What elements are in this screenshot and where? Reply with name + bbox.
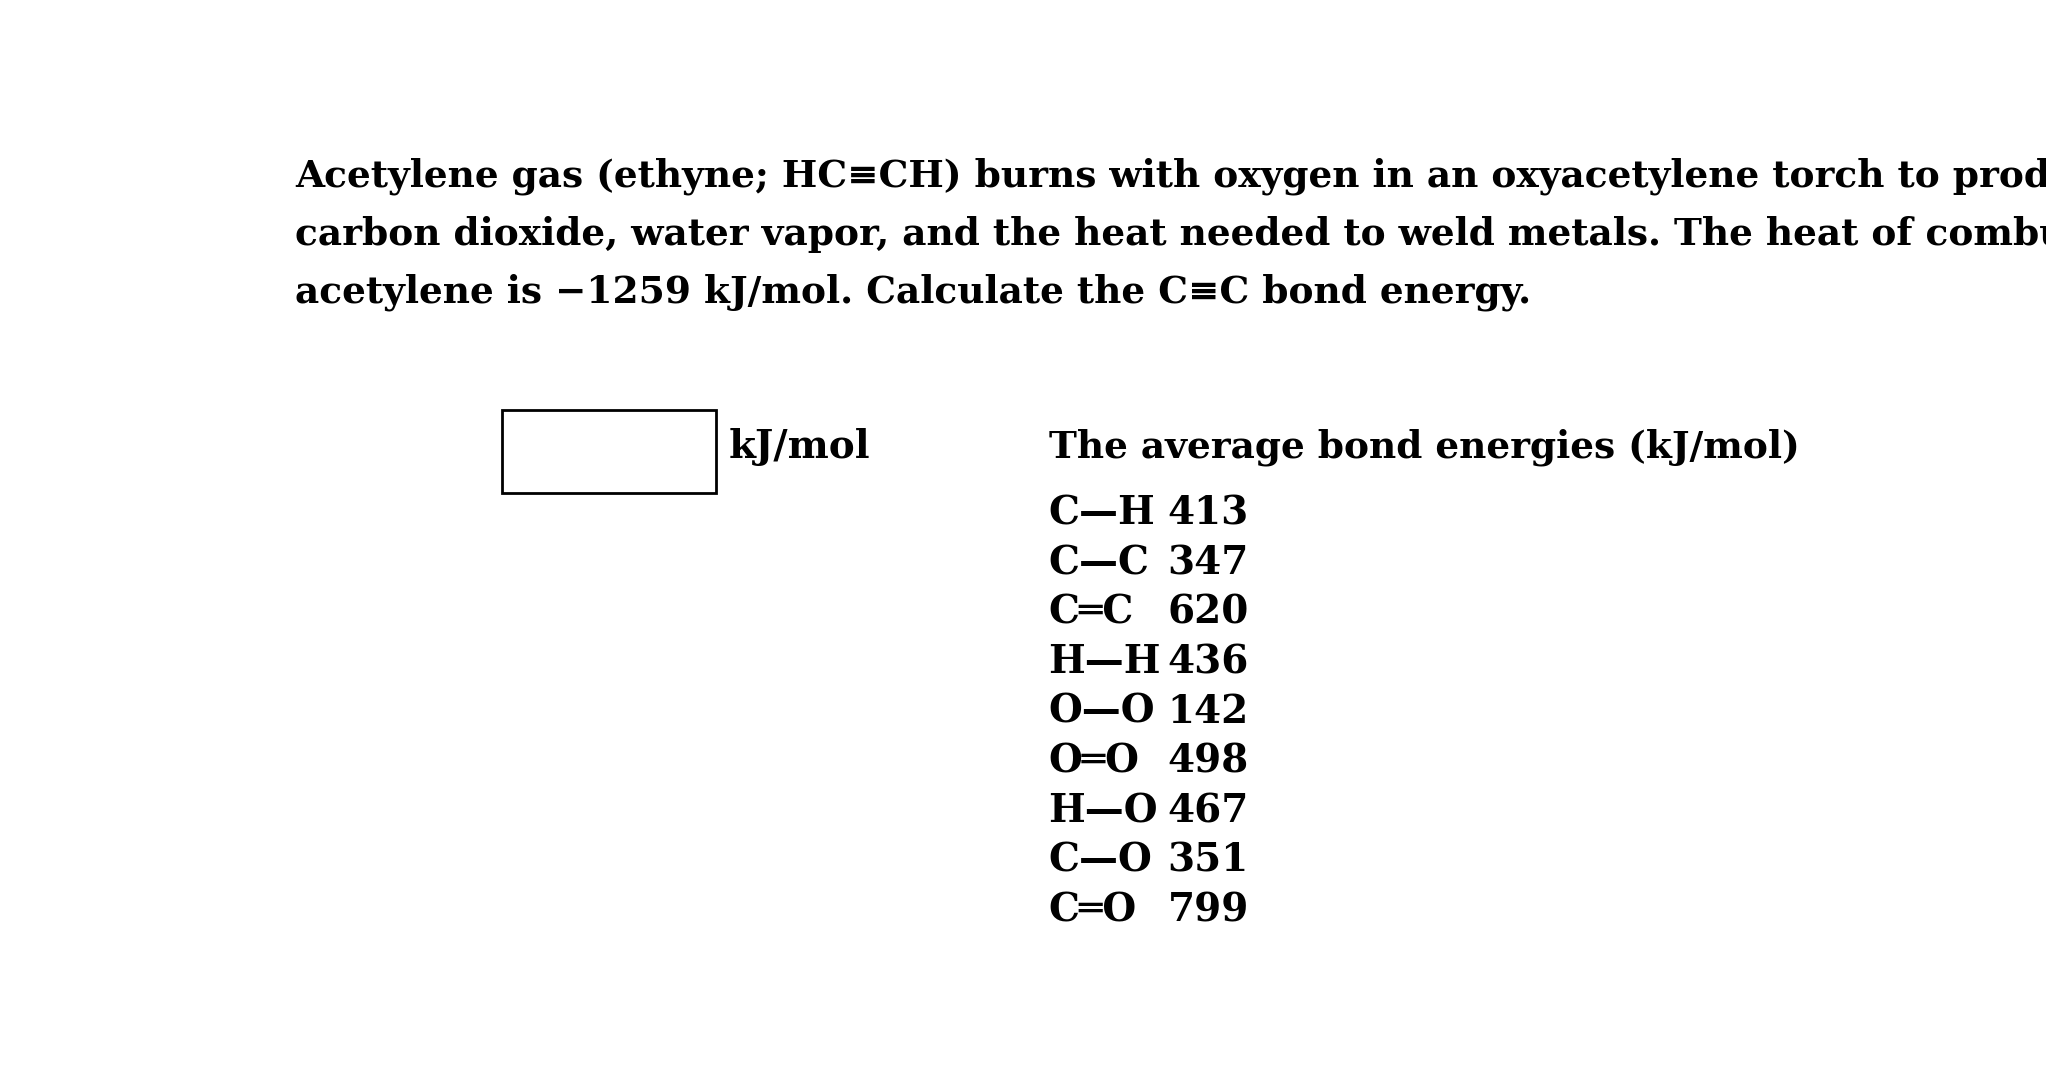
Text: 351: 351 xyxy=(1168,842,1248,880)
Text: 347: 347 xyxy=(1168,545,1248,582)
Text: 498: 498 xyxy=(1168,742,1248,781)
Text: C—O: C—O xyxy=(1050,842,1152,880)
Text: The average bond energies (kJ/mol): The average bond energies (kJ/mol) xyxy=(1050,429,1798,466)
Text: kJ/mol: kJ/mol xyxy=(728,429,870,466)
Text: carbon dioxide, water vapor, and the heat needed to weld metals. The heat of com: carbon dioxide, water vapor, and the hea… xyxy=(295,216,2046,252)
Text: C═O: C═O xyxy=(1050,891,1138,929)
Text: H—O: H—O xyxy=(1050,793,1158,830)
Text: O—O: O—O xyxy=(1050,693,1156,731)
Text: acetylene is −1259 kJ/mol. Calculate the C≡C bond energy.: acetylene is −1259 kJ/mol. Calculate the… xyxy=(295,274,1532,311)
Text: C—H: C—H xyxy=(1050,494,1156,533)
Text: H—H: H—H xyxy=(1050,643,1160,681)
Text: O═O: O═O xyxy=(1050,742,1140,781)
FancyBboxPatch shape xyxy=(501,410,716,493)
Text: 142: 142 xyxy=(1168,693,1248,731)
Text: 467: 467 xyxy=(1168,793,1248,830)
Text: Acetylene gas (ethyne; HC≡CH) burns with oxygen in an oxyacetylene torch to prod: Acetylene gas (ethyne; HC≡CH) burns with… xyxy=(295,158,2046,195)
Text: 799: 799 xyxy=(1168,891,1248,929)
Text: 620: 620 xyxy=(1168,594,1248,632)
Text: C═C: C═C xyxy=(1050,594,1133,632)
Text: 436: 436 xyxy=(1168,643,1248,681)
Text: 413: 413 xyxy=(1168,494,1248,533)
Text: C—C: C—C xyxy=(1050,545,1150,582)
